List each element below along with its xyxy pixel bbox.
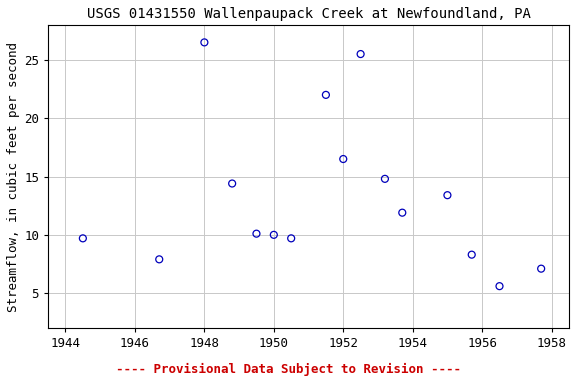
- Point: [467, 252, 476, 258]
- Point: [154, 256, 164, 262]
- Title: USGS 01431550 Wallenpaupack Creek at Newfoundland, PA: USGS 01431550 Wallenpaupack Creek at New…: [86, 7, 530, 21]
- Point: [252, 231, 261, 237]
- Point: [380, 176, 389, 182]
- Point: [287, 235, 296, 242]
- Point: [200, 39, 209, 45]
- Point: [78, 235, 88, 242]
- Point: [356, 51, 365, 57]
- Point: [228, 180, 237, 187]
- Point: [443, 192, 452, 198]
- Point: [321, 92, 331, 98]
- Point: [495, 283, 504, 289]
- Y-axis label: Streamflow, in cubic feet per second: Streamflow, in cubic feet per second: [7, 41, 20, 311]
- Point: [339, 156, 348, 162]
- Point: [269, 232, 278, 238]
- Point: [397, 210, 407, 216]
- Text: ---- Provisional Data Subject to Revision ----: ---- Provisional Data Subject to Revisio…: [116, 363, 460, 376]
- Point: [537, 266, 546, 272]
